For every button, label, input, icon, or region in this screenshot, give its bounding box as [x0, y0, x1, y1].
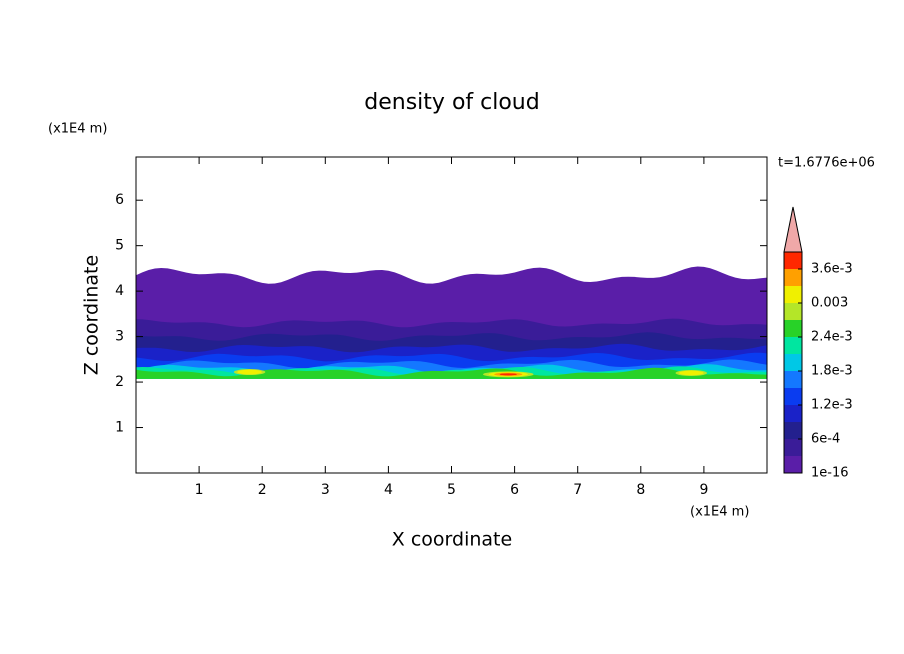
- colorbar-tick-label: 3.6e-3: [811, 262, 853, 277]
- x-axis-label: X coordinate: [392, 529, 512, 551]
- colorbar-band: [784, 303, 802, 320]
- contour-patch: [237, 369, 262, 375]
- x-tick-label: 4: [384, 482, 393, 498]
- y-tick-label: 4: [115, 283, 124, 299]
- y-tick-label: 3: [115, 329, 124, 345]
- colorbar-band: [784, 405, 802, 422]
- colorbar-tick-label: 0.003: [811, 296, 848, 311]
- colorbar-band: [784, 388, 802, 405]
- x-tick-label: 1: [195, 482, 204, 498]
- x-tick-label: 5: [447, 482, 456, 498]
- colorbar-band: [784, 286, 802, 303]
- colorbar-band: [784, 354, 802, 371]
- y-axis-label: Z coordinate: [81, 255, 103, 375]
- contour-band: [136, 367, 767, 379]
- y-tick-label: 6: [115, 192, 124, 208]
- x-tick-label: 7: [573, 482, 582, 498]
- time-label: t=1.6776e+06: [778, 156, 875, 171]
- colorbar-tick-label: 2.4e-3: [811, 330, 853, 345]
- contour-field: [136, 266, 767, 379]
- x-tick-label: 3: [321, 482, 330, 498]
- colorbar-extend: [783, 206, 803, 253]
- x-unit: (x1E4 m): [690, 505, 749, 520]
- colorbar-band: [784, 439, 802, 456]
- y-tick-label: 1: [115, 420, 124, 436]
- colorbar-band: [784, 337, 802, 354]
- colorbar-frame: [783, 251, 803, 474]
- x-tick-label: 9: [699, 482, 708, 498]
- colorbar-band: [784, 320, 802, 337]
- colorbar-tick-label: 1e-16: [811, 466, 849, 481]
- colorbar-band: [784, 422, 802, 439]
- colorbar-band: [784, 252, 802, 269]
- y-tick-label: 2: [115, 374, 124, 390]
- colorbar-tick-label: 1.2e-3: [811, 398, 853, 413]
- colorbar-band: [784, 371, 802, 388]
- chart-title: density of cloud: [364, 90, 539, 115]
- colorbar-band: [784, 456, 802, 473]
- y-tick-label: 5: [115, 238, 124, 254]
- colorbar-tick-label: 1.8e-3: [811, 364, 853, 379]
- contour-patch: [678, 370, 704, 376]
- x-tick-label: 6: [510, 482, 519, 498]
- x-tick-label: 8: [636, 482, 645, 498]
- x-tick-label: 2: [258, 482, 267, 498]
- colorbar-tick-label: 6e-4: [811, 432, 840, 447]
- colorbar-band: [784, 269, 802, 286]
- y-unit: (x1E4 m): [48, 122, 107, 137]
- contour-patch: [499, 373, 517, 376]
